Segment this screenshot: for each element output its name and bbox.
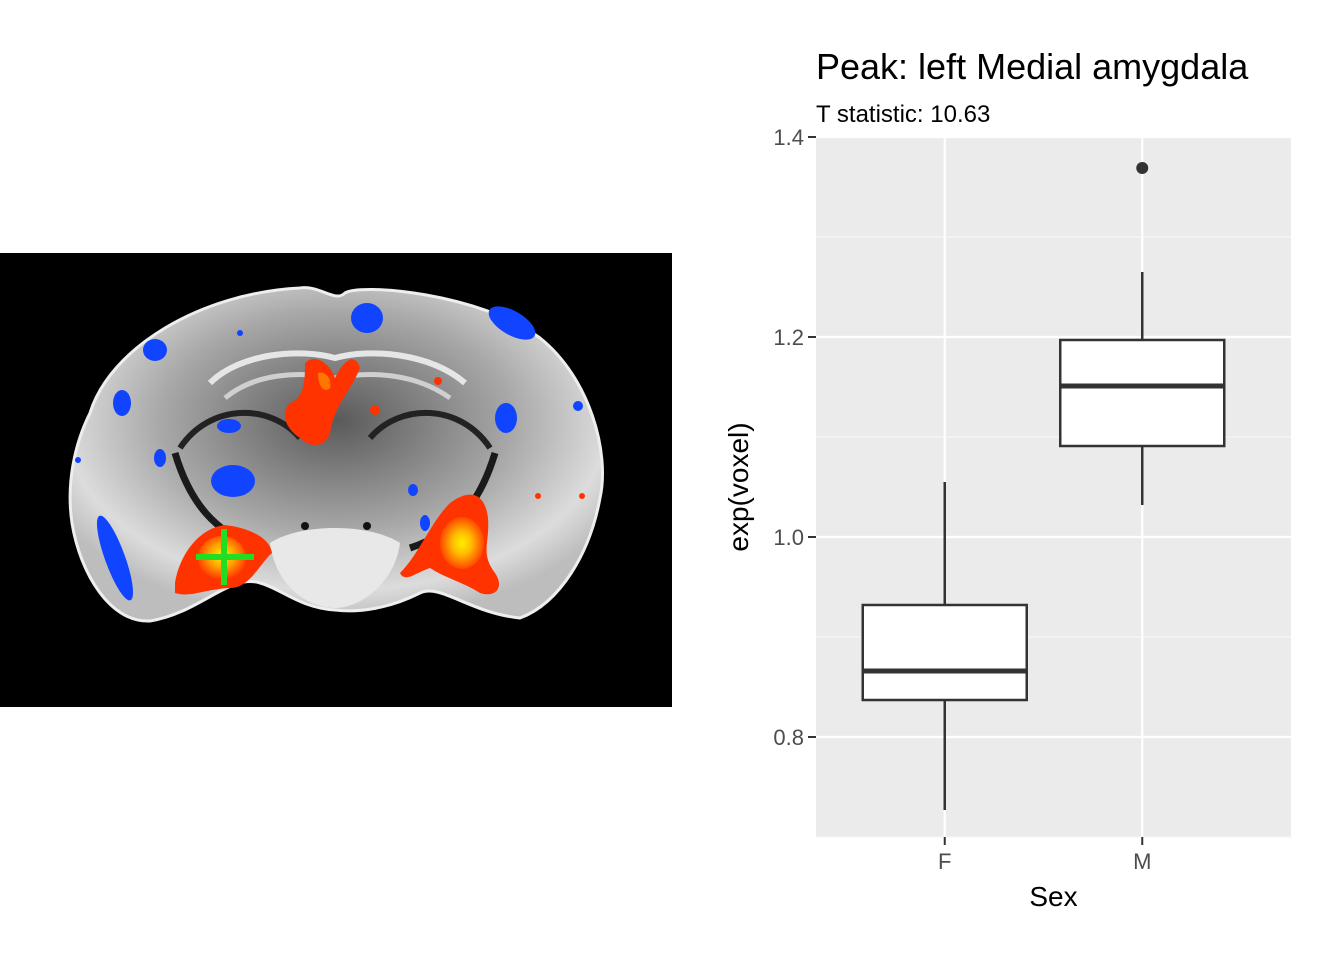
box-layer	[861, 162, 1226, 810]
coronal-brain-slice-icon	[68, 286, 604, 623]
y-axis-title: exp(voxel)	[723, 422, 754, 551]
outlier-point	[1136, 162, 1149, 174]
box-F	[861, 482, 1028, 810]
iqr-box	[1059, 338, 1226, 448]
axes: 0.8 1.0 1.2 1.4 F M	[773, 125, 1151, 874]
grid-lines	[816, 135, 1291, 838]
plot-panel	[816, 137, 1291, 837]
y-tick-label: 1.0	[773, 525, 804, 550]
chart-subtitle: T statistic: 10.63	[816, 101, 990, 128]
iqr-box	[861, 603, 1028, 702]
green-crosshair-icon	[196, 529, 254, 585]
x-tick-label: F	[938, 849, 951, 874]
x-axis-title: Sex	[1029, 881, 1077, 912]
y-tick-label: 0.8	[773, 725, 804, 750]
x-tick-label: M	[1133, 849, 1151, 874]
y-tick-label: 1.4	[773, 125, 804, 150]
y-tick-label: 1.2	[773, 325, 804, 350]
brain-slice-image	[0, 253, 672, 707]
chart-title: Peak: left Medial amygdala	[816, 46, 1249, 87]
box-M	[1059, 162, 1226, 505]
